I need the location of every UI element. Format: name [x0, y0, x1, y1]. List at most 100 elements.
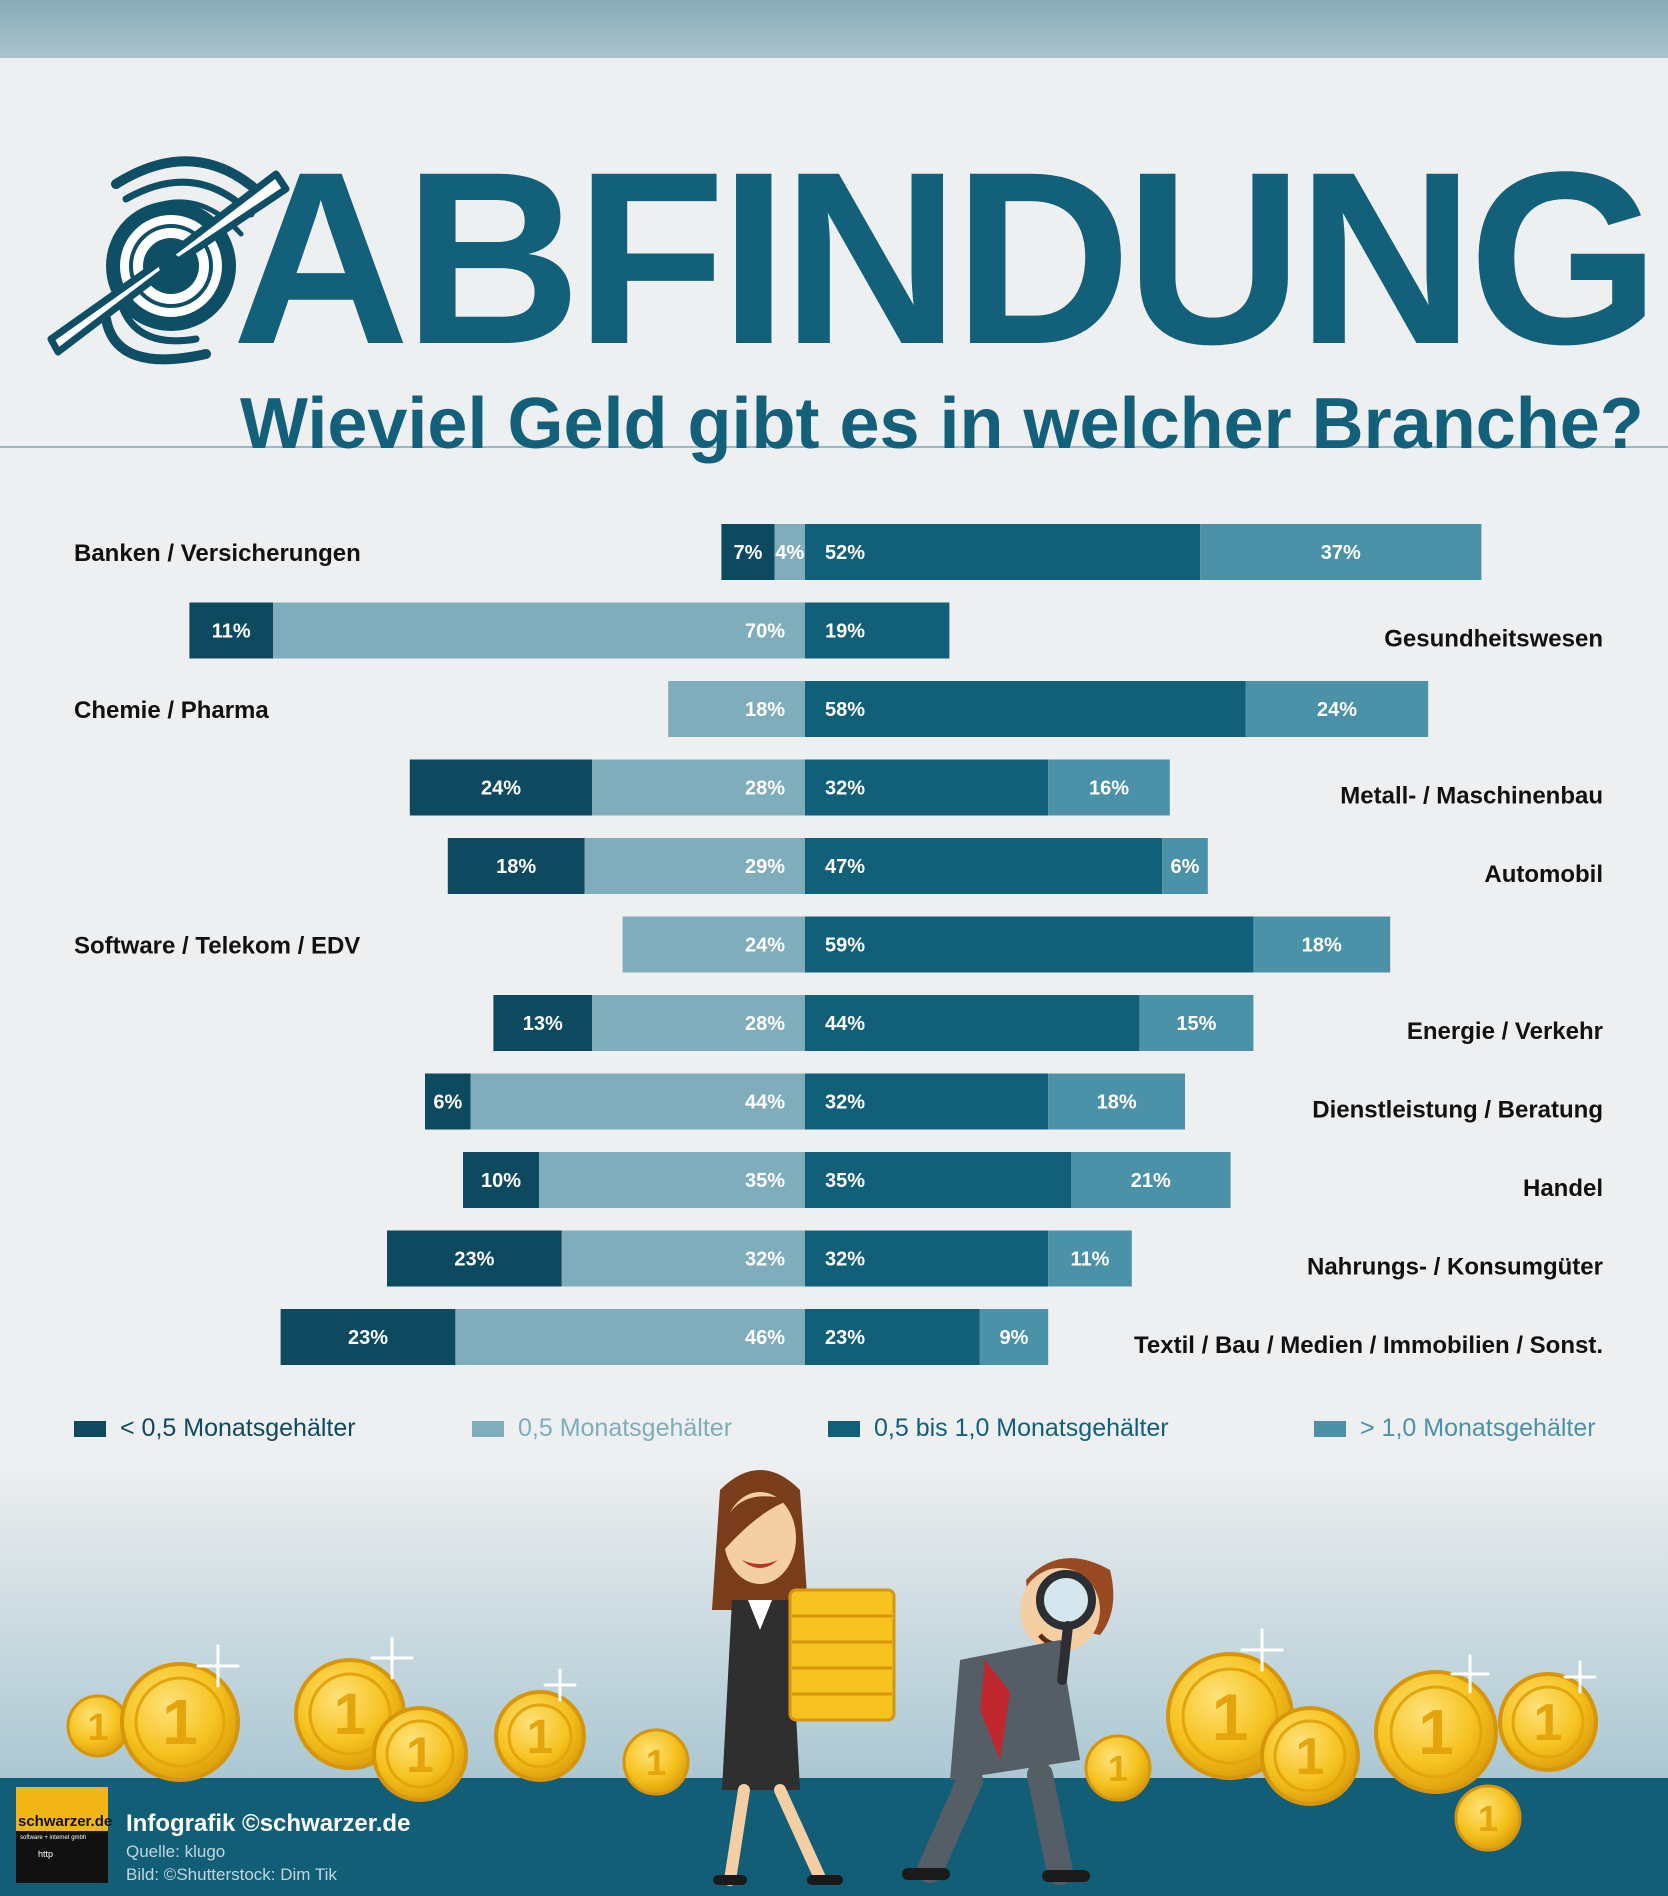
legend-item-lt05: < 0,5 Monatsgehälter: [74, 1414, 356, 1443]
bar-lt05: [463, 1152, 539, 1208]
bar-b05-10: [805, 602, 950, 659]
bar-value-label: 35%: [745, 1170, 785, 1192]
bar-eq05: [273, 602, 805, 659]
bar-eq05: [561, 1230, 805, 1287]
bar-gt10: [1253, 916, 1391, 973]
bar-value-label: 18%: [496, 856, 536, 878]
bar-eq05: [668, 681, 805, 737]
category-label: Gesundheitswesen: [1384, 626, 1603, 653]
page-title: ABFINDUNG: [232, 121, 1660, 396]
category-label: Nahrungs- / Konsumgüter: [1307, 1254, 1603, 1281]
bar-gt10: [1139, 995, 1254, 1051]
bar-value-label: 23%: [825, 1327, 865, 1349]
coin-label: 1: [1478, 1798, 1498, 1839]
coin-label: 1: [1418, 1696, 1454, 1768]
bar-eq05: [455, 1309, 805, 1365]
bar-value-label: 4%: [775, 542, 804, 564]
man-with-magnifier: [902, 1558, 1114, 1885]
bar-value-label: 59%: [825, 935, 865, 957]
bar-value-label: 11%: [212, 621, 251, 643]
sparkles: [196, 1628, 1597, 1702]
bar-b05-10: [805, 1309, 980, 1365]
legend-label-gt10: > 1,0 Monatsgehälter: [1360, 1414, 1596, 1442]
bar-value-label: 58%: [825, 699, 865, 721]
coin-label: 1: [1212, 1680, 1249, 1754]
coin-label: 1: [1296, 1728, 1325, 1786]
bar-lt05: [189, 602, 273, 659]
bar-lt05: [493, 995, 593, 1051]
chart-legend: < 0,5 Monatsgehälter 0,5 Monatsgehälter …: [0, 1400, 1668, 1460]
category-label: Metall- / Maschinenbau: [1340, 783, 1603, 810]
bar-value-label: 19%: [825, 621, 865, 643]
bar-b05-10: [805, 681, 1246, 737]
bar-value-label: 70%: [745, 621, 785, 643]
bar-gt10: [1162, 838, 1208, 894]
bar-value-label: 18%: [1302, 935, 1342, 957]
legend-swatch-gt10: [1314, 1420, 1346, 1437]
bar-value-label: 35%: [825, 1170, 865, 1192]
coin-label: 1: [334, 1682, 366, 1747]
bar-value-label: 6%: [433, 1092, 462, 1114]
bar-lt05: [280, 1309, 456, 1365]
bar-b05-10: [805, 838, 1163, 894]
coin-label: 1: [87, 1707, 108, 1749]
bar-value-label: 18%: [1097, 1092, 1137, 1114]
brand-tagline: software + internet gmbh: [20, 1835, 87, 1841]
category-label: Textil / Bau / Medien / Immobilien / Son…: [1134, 1332, 1603, 1359]
woman-with-coins: [712, 1470, 896, 1886]
bar-value-label: 23%: [454, 1249, 494, 1271]
bar-value-label: 9%: [1000, 1327, 1029, 1349]
bar-eq05: [592, 995, 805, 1051]
bar-gt10: [1048, 1230, 1132, 1287]
category-label: Software / Telekom / EDV: [74, 933, 360, 960]
category-label: Automobil: [1484, 861, 1603, 888]
bar-lt05: [387, 1230, 562, 1287]
bar-value-label: 52%: [825, 542, 865, 564]
brand-logo-top: [16, 1787, 108, 1831]
bar-b05-10: [805, 1073, 1049, 1130]
bar-value-label: 16%: [1089, 778, 1129, 800]
credit-source: Quelle: klugo: [126, 1842, 226, 1861]
bar-b05-10: [805, 524, 1201, 580]
coin-label: 1: [1108, 1748, 1128, 1789]
bar-eq05: [584, 838, 805, 894]
bar-value-label: 32%: [745, 1249, 785, 1271]
diverging-bar-chart: 7% 4% 52% 37% Banken / Versicherungen 11% 70% 1…: [74, 524, 1603, 1365]
bar-value-label: 44%: [745, 1092, 785, 1114]
bar-gt10: [1048, 1073, 1185, 1130]
bar-value-label: 10%: [481, 1170, 521, 1192]
bar-value-label: 28%: [745, 778, 785, 800]
coins-right: 1 1 1 1 1 1: [1084, 1652, 1598, 1852]
bar-value-label: 23%: [348, 1327, 388, 1349]
bar-value-label: 24%: [1317, 699, 1357, 721]
bar-lt05: [447, 838, 585, 894]
bottom-illustration: 1 1 1 1 1 1 1 1 1 1 1 1: [0, 1460, 1668, 1896]
legend-label-eq05: 0,5 Monatsgehälter: [518, 1414, 733, 1442]
legend-item-gt10: > 1,0 Monatsgehälter: [1314, 1414, 1596, 1443]
bar-value-label: 29%: [745, 856, 785, 878]
bar-b05-10: [805, 995, 1140, 1051]
category-label: Handel: [1523, 1175, 1603, 1202]
bar-lt05: [425, 1073, 471, 1130]
bar-gt10: [1048, 759, 1170, 816]
category-label: Chemie / Pharma: [74, 697, 269, 724]
bar-value-label: 6%: [1171, 856, 1200, 878]
bar-value-label: 32%: [825, 1249, 865, 1271]
bar-value-label: 28%: [745, 1013, 785, 1035]
bar-eq05: [622, 916, 805, 973]
bar-eq05: [592, 759, 805, 816]
coins-left: 1 1 1 1 1 1: [66, 1658, 690, 1802]
legend-label-lt05: < 0,5 Monatsgehälter: [120, 1414, 356, 1442]
bar-value-label: 21%: [1131, 1170, 1171, 1192]
category-label: Banken / Versicherungen: [74, 540, 361, 567]
legend-swatch-b05-10: [828, 1420, 860, 1437]
bar-value-label: 11%: [1071, 1249, 1110, 1271]
legend-label-b05-10: 0,5 bis 1,0 Monatsgehälter: [874, 1414, 1169, 1442]
bar-value-label: 24%: [745, 935, 785, 957]
bar-value-label: 47%: [825, 856, 865, 878]
brand-name: schwarzer.de: [18, 1813, 113, 1830]
page-subtitle: Wieviel Geld gibt es in welcher Branche?: [240, 384, 1644, 464]
category-label: Dienstleistung / Beratung: [1312, 1097, 1603, 1124]
bar-value-label: 18%: [745, 699, 785, 721]
legend-swatch-lt05: [74, 1420, 106, 1437]
